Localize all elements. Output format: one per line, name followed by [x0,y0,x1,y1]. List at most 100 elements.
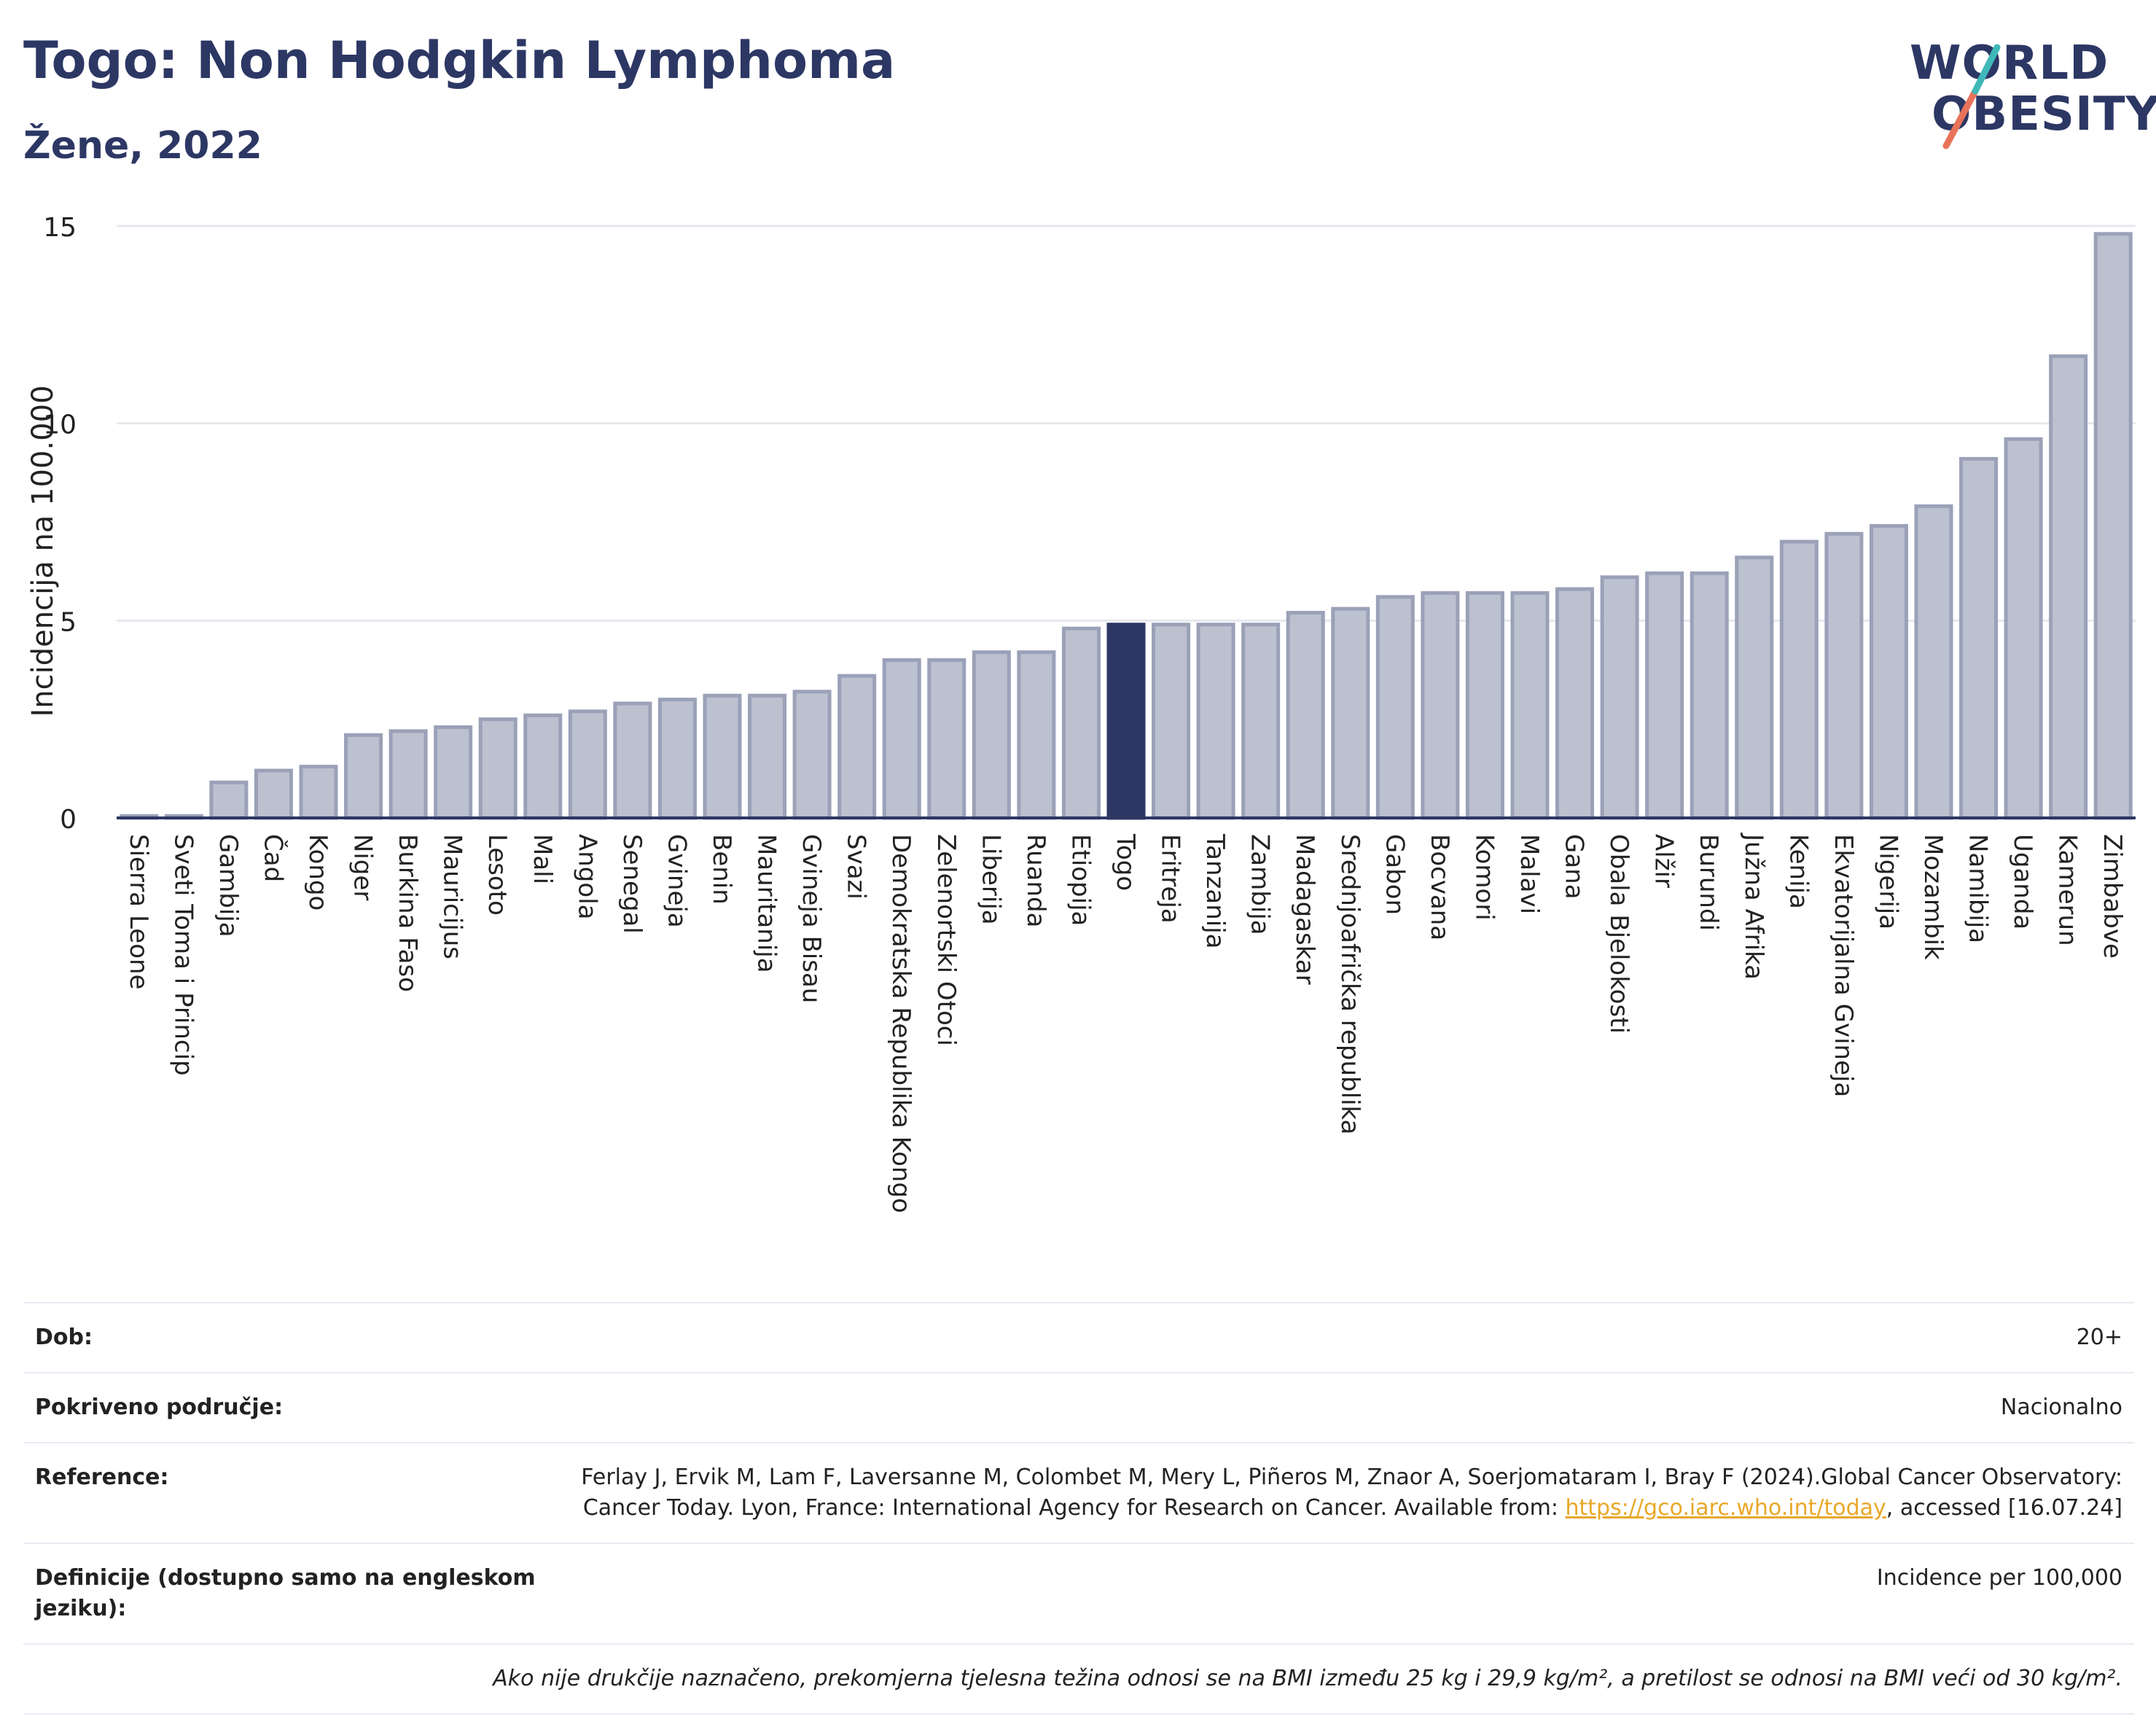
x-tick-label: Zimbabve [2098,834,2127,959]
bar-niger[interactable] [344,733,383,820]
bar-alžir[interactable] [1645,571,1684,820]
bar-ruanda[interactable] [1017,650,1056,820]
age-label: Dob: [35,1325,93,1350]
bar-mauricijus[interactable] [434,725,473,820]
info-row-reference: Reference: Ferlay J, Ervik M, Lam F, Lav… [23,1442,2134,1543]
x-tick-label: Mali [528,834,557,884]
x-tick-label: Malavi [1515,834,1544,914]
bar-zambija[interactable] [1241,623,1281,820]
x-tick-label: Sveti Toma i Princip [168,834,198,1076]
x-tick-label: Komori [1469,834,1499,921]
bar-burkina-faso[interactable] [388,729,428,820]
bar-lesoto[interactable] [478,717,517,820]
info-row-definitions: Definicije (dostupno samo na engleskom j… [23,1543,2134,1643]
x-tick-label: Zelenortski Otoci [931,834,961,1046]
bar-srednjoafrička-republika[interactable] [1331,607,1370,820]
bar-eritreja[interactable] [1152,623,1191,820]
bar-burundi[interactable] [1690,571,1729,820]
chart-title: Togo: Non Hodgkin Lymphoma [23,31,896,90]
y-tick-label: 15 [43,213,77,243]
x-tick-label: Demokratska Republika Kongo [886,834,915,1213]
x-tick-label: Benin [707,834,736,905]
x-tick-label: Kongo [303,834,332,911]
info-table: Dob: 20+ Pokriveno područje: Nacionalno … [23,1302,2134,1715]
x-tick-label: Kenija [1784,834,1813,909]
reference-link[interactable]: https://gco.iarc.who.int/today [1565,1495,1886,1521]
bar-madagaskar[interactable] [1286,611,1325,820]
bar-gvineja-bisau[interactable] [792,690,832,820]
bar-nigerija[interactable] [1869,523,1908,820]
bar-kenija[interactable] [1779,539,1819,820]
bar-mozambik[interactable] [1914,504,1953,820]
bar-svazi[interactable] [837,674,877,820]
bar-čad[interactable] [254,768,293,820]
x-tick-label: Eritreja [1156,834,1185,924]
x-tick-label: Gana [1560,834,1589,900]
definitions-label: Definicije (dostupno samo na engleskom j… [35,1565,536,1621]
bar-gabon[interactable] [1375,595,1415,820]
x-tick-label: Gabon [1380,834,1409,915]
bar-demokratska-republika-kongo[interactable] [882,658,921,820]
x-tick-label: Uganda [2008,834,2037,929]
age-value: 20+ [2076,1325,2122,1350]
x-tick-label: Ruanda [1021,834,1050,927]
bar-gana[interactable] [1555,587,1595,820]
reference-text: Ferlay J, Ervik M, Lam F, Laversanne M, … [581,1465,2122,1521]
bar-gvineja[interactable] [657,698,697,820]
bar-južna-afrika[interactable] [1735,555,1774,820]
bar-tanzanija[interactable] [1196,623,1235,820]
bar-liberija[interactable] [972,650,1011,820]
x-tick-label: Sierra Leone [124,834,153,989]
bar-gambija[interactable] [209,780,249,820]
bar-senegal[interactable] [613,701,652,820]
bar-benin[interactable] [703,693,742,820]
bar-bocvana[interactable] [1421,590,1460,820]
x-tick-label: Zambija [1246,834,1275,935]
reference-accessed: , accessed [16.07.24] [1886,1495,2122,1521]
bar-mali[interactable] [523,713,563,820]
x-tick-label: Mozambik [1918,834,1948,960]
x-tick-label: Gvineja [662,834,691,928]
x-tick-label: Ekvatorijalna Gvineja [1829,834,1858,1097]
world-obesity-logo: WORLD OBESITY [1902,33,2156,157]
x-tick-label: Gambija [214,834,243,937]
bmi-note: Ako nije drukčije naznačeno, prekomjerna… [493,1666,2122,1691]
x-tick-label: Etiopija [1066,834,1095,926]
x-tick-label: Tanzanija [1200,833,1230,948]
bar-mauritanija[interactable] [748,693,787,820]
x-tick-label: Alžir [1649,834,1679,888]
x-tick-label: Niger [348,834,378,900]
x-tick-label: Južna Afrika [1739,833,1768,980]
bar-kamerun[interactable] [2049,354,2088,820]
x-tick-label: Gvineja Bisau [797,834,826,1003]
bar-etiopija[interactable] [1061,626,1101,820]
chart-subtitle: Žene, 2022 [23,124,262,168]
bar-kongo[interactable] [299,765,338,820]
info-row-coverage: Pokriveno područje: Nacionalno [23,1372,2134,1442]
bar-namibija[interactable] [1959,456,1999,820]
reference-value: Ferlay J, Ervik M, Lam F, Laversanne M, … [574,1462,2122,1524]
x-tick-label: Angola [572,834,601,919]
bar-malavi[interactable] [1510,590,1550,820]
y-tick-label: 5 [60,607,77,637]
bar-obala-bjelokosti[interactable] [1600,575,1639,820]
x-tick-label: Namibija [1964,834,1993,943]
bar-komori[interactable] [1465,590,1504,820]
bar-zelenortski-otoci[interactable] [927,658,966,820]
bar-togo[interactable] [1106,623,1146,820]
coverage-label: Pokriveno područje: [35,1395,284,1420]
bar-zimbabve[interactable] [2093,232,2133,820]
x-tick-label: Togo [1111,833,1140,891]
coverage-value: Nacionalno [2000,1395,2122,1420]
x-tick-label: Nigerija [1873,834,1902,929]
x-tick-label: Burundi [1694,834,1723,931]
bar-uganda[interactable] [2004,437,2043,820]
y-tick-label: 0 [60,805,77,835]
x-tick-label: Lesoto [483,834,512,916]
definitions-value: Incidence per 100,000 [1876,1565,2122,1591]
y-axis-label: Incidencija na 100.000 [26,385,60,717]
x-tick-label: Liberija [976,834,1005,925]
info-row-note: Ako nije drukčije naznačeno, prekomjerna… [23,1643,2134,1715]
bar-angola[interactable] [568,709,607,820]
bar-ekvatorijalna-gvineja[interactable] [1824,531,1864,820]
